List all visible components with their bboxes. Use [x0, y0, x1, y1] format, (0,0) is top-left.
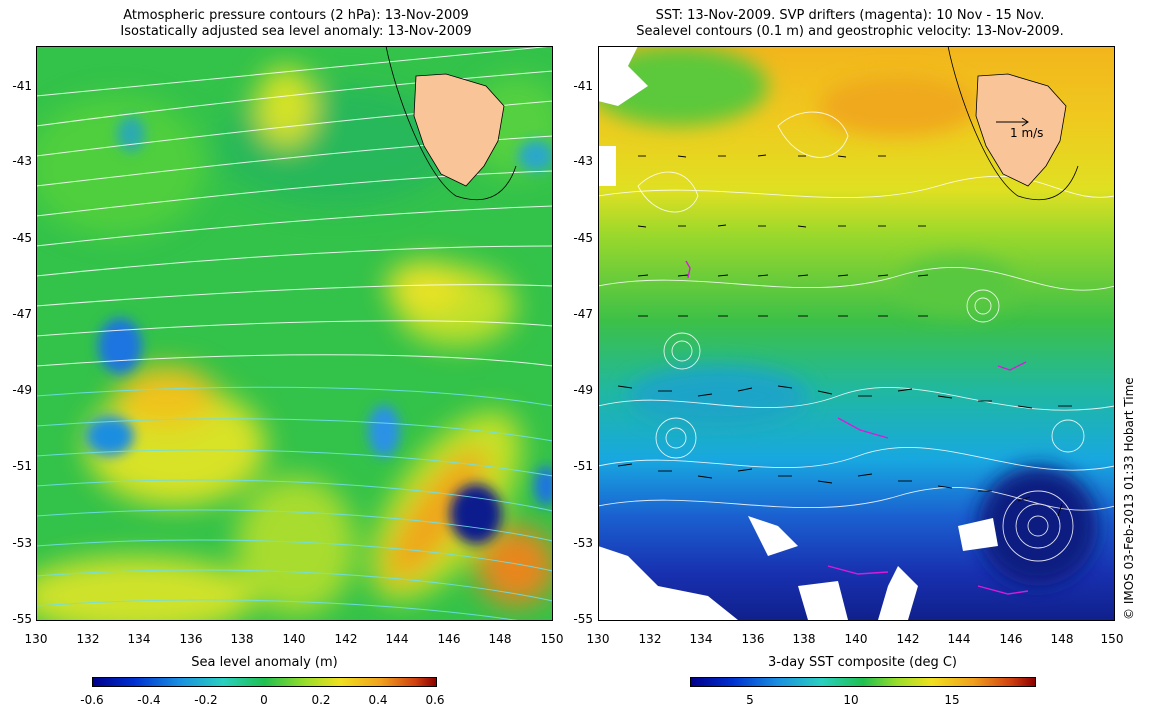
colorbar-tick: 0.6 [425, 693, 445, 707]
lat-tick: -51 [12, 459, 32, 473]
lat-tick: -53 [573, 536, 593, 550]
colorbar-tick: -0.2 [194, 693, 218, 707]
lon-tick: 136 [741, 632, 765, 646]
sea-level-colorbar [92, 677, 437, 687]
lon-tick: 132 [638, 632, 662, 646]
lat-tick: -47 [12, 307, 32, 321]
tasmania-land [413, 73, 505, 187]
drifter-tracks [685, 260, 1029, 595]
colorbar-tick: 0 [260, 693, 268, 707]
velocity-scale-label: 1 m/s [1010, 126, 1044, 140]
lat-tick: -55 [12, 612, 32, 626]
lon-tick: 138 [792, 632, 816, 646]
sea-level-anomaly-map [36, 46, 553, 620]
lat-tick: -53 [12, 536, 32, 550]
lon-tick: 134 [689, 632, 713, 646]
lon-tick: 142 [896, 632, 920, 646]
lon-tick: 138 [230, 632, 254, 646]
lon-tick: 150 [540, 632, 564, 646]
left-title-line2: Isostatically adjusted sea level anomaly… [120, 24, 472, 39]
left-title-line1: Atmospheric pressure contours (2 hPa): 1… [123, 8, 469, 23]
lon-tick: 144 [385, 632, 409, 646]
lat-tick: -49 [12, 383, 32, 397]
lon-tick: 142 [334, 632, 358, 646]
lon-tick: 150 [1100, 632, 1124, 646]
lat-tick: -45 [573, 231, 593, 245]
right-colorbar-title: 3-day SST composite (deg C) [767, 655, 958, 670]
lon-tick: 132 [76, 632, 100, 646]
right-title-line2: Sealevel contours (0.1 m) and geostrophi… [636, 24, 1064, 39]
lat-tick: -51 [573, 459, 593, 473]
colorbar-tick: 5 [746, 693, 754, 707]
lon-tick: 148 [1050, 632, 1074, 646]
right-title-line1: SST: 13-Nov-2009. SVP drifters (magenta)… [655, 8, 1045, 23]
lat-tick: -55 [573, 612, 593, 626]
lon-tick: 130 [586, 632, 610, 646]
lon-tick: 144 [947, 632, 971, 646]
colorbar-tick: -0.4 [137, 693, 161, 707]
left-map-frame [36, 46, 553, 621]
lon-tick: 136 [179, 632, 203, 646]
colorbar-tick: 10 [843, 693, 859, 707]
lon-tick: 140 [844, 632, 868, 646]
lon-tick: 148 [488, 632, 512, 646]
lat-tick: -47 [573, 307, 593, 321]
colorbar-tick: 15 [944, 693, 960, 707]
left-colorbar-title: Sea level anomaly (m) [191, 655, 338, 670]
lon-tick: 146 [437, 632, 461, 646]
lon-tick: 134 [127, 632, 151, 646]
lat-tick: -41 [12, 79, 32, 93]
lat-tick: -41 [573, 79, 593, 93]
lat-tick: -49 [573, 383, 593, 397]
lat-tick: -43 [573, 154, 593, 168]
sst-map: 1 m/s [598, 46, 1115, 620]
lon-tick: 130 [24, 632, 48, 646]
colorbar-tick: -0.6 [80, 693, 104, 707]
lat-tick: -43 [12, 154, 32, 168]
right-map-frame [598, 46, 1115, 621]
lon-tick: 146 [999, 632, 1023, 646]
velocity-scale-arrow [996, 117, 1029, 127]
sea-level-anomaly-field [36, 46, 553, 620]
tasmania-land [975, 73, 1067, 187]
colorbar-tick: 0.4 [368, 693, 388, 707]
lon-tick: 140 [282, 632, 306, 646]
lat-tick: -45 [12, 231, 32, 245]
sst-field [598, 46, 1115, 620]
imos-credit: © IMOS 03-Feb-2013 01:33 Hobart Time [1122, 377, 1136, 620]
colorbar-tick: 0.2 [311, 693, 331, 707]
sst-colorbar [690, 677, 1036, 687]
